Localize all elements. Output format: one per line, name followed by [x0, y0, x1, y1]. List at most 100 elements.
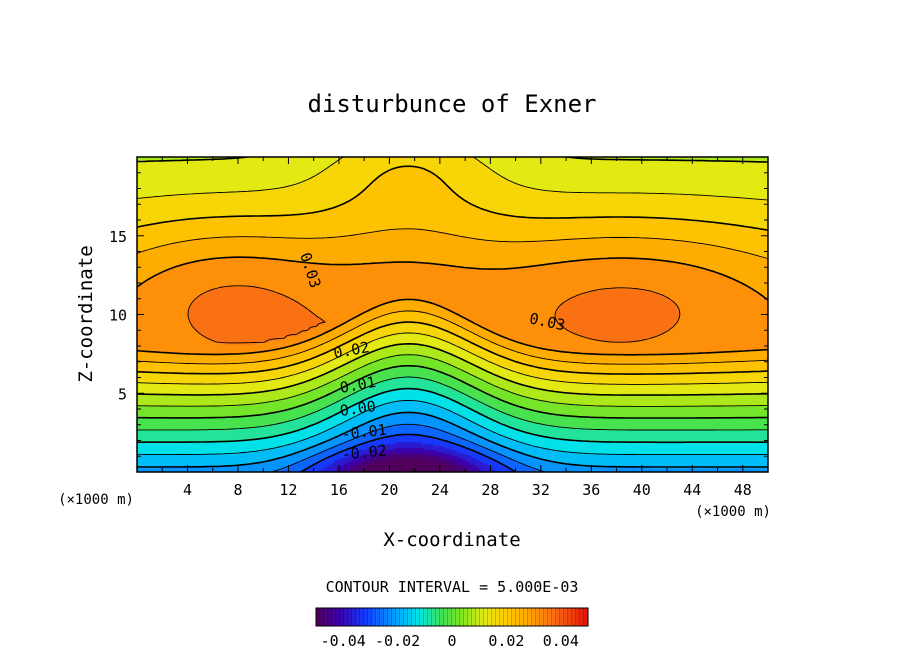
colorbar-swatch [372, 608, 377, 626]
x-axis-ticks: 4 8 12 16 20 24 28 32 36 40 44 48 [161, 157, 752, 499]
colorbar-swatch [524, 608, 529, 626]
contour-line [137, 165, 768, 375]
colorbar-swatch [512, 608, 517, 626]
colorbar-swatch [528, 608, 533, 626]
colorbar-swatch [488, 608, 493, 626]
x-tick-label: 32 [532, 481, 550, 499]
contour-line [137, 399, 768, 456]
colorbar-swatch [336, 608, 341, 626]
chart-title: disturbunce of Exner [308, 90, 597, 118]
colorbar-tick-label: 0 [447, 632, 456, 650]
colorbar-swatch [332, 608, 337, 626]
contour-line [187, 285, 681, 344]
x-units-left: (×1000 m) [58, 492, 134, 508]
colorbar-swatch [448, 608, 453, 626]
x-tick-label: 20 [380, 481, 398, 499]
colorbar-swatch [436, 608, 441, 626]
colorbar-swatch [396, 608, 401, 626]
contour-line [137, 387, 768, 444]
y-tick-label: 5 [118, 385, 127, 403]
x-tick-label: 24 [431, 481, 449, 499]
colorbar-swatch [348, 608, 353, 626]
colorbar-swatch [480, 608, 485, 626]
colorbar-swatch [364, 608, 369, 626]
colorbar-swatch [328, 608, 333, 626]
contour-label: 0.02 [332, 338, 371, 362]
y-tick-label: 15 [109, 228, 127, 246]
colorbar-swatch [516, 608, 521, 626]
colorbar-swatch [460, 608, 465, 626]
colorbar-swatch [400, 608, 405, 626]
colorbar-swatch [564, 608, 569, 626]
contour-label: -0.01 [341, 421, 388, 444]
colorbar-swatch [492, 608, 497, 626]
colorbar-ticks: -0.04 -0.02 0 0.02 0.04 [321, 632, 579, 650]
contour-line [137, 157, 768, 385]
colorbar [316, 608, 589, 626]
colorbar-swatch [444, 608, 449, 626]
colorbar-swatch [548, 608, 553, 626]
colorbar-swatch [356, 608, 361, 626]
contour-label: 0.01 [338, 373, 377, 397]
y-axis-label: Z-coordinate [75, 245, 97, 382]
colorbar-swatch [544, 608, 549, 626]
colorbar-swatch [424, 608, 429, 626]
colorbar-swatch [380, 608, 385, 626]
colorbar-swatch [408, 608, 413, 626]
contour-line [137, 354, 768, 407]
colorbar-swatch [320, 608, 325, 626]
colorbar-swatch [580, 608, 585, 626]
colorbar-swatch [316, 608, 321, 626]
colorbar-swatch [504, 608, 509, 626]
colorbar-swatch [324, 608, 329, 626]
colorbar-swatch [584, 608, 589, 626]
colorbar-swatch [464, 608, 469, 626]
colorbar-swatch [368, 608, 373, 626]
colorbar-swatch [440, 608, 445, 626]
colorbar-swatch [456, 608, 461, 626]
colorbar-swatch [376, 608, 381, 626]
colorbar-swatch [420, 608, 425, 626]
colorbar-swatch [476, 608, 481, 626]
colorbar-swatch [532, 608, 537, 626]
colorbar-tick-label: 0.04 [543, 632, 579, 650]
x-tick-label: 16 [330, 481, 348, 499]
contour-line [137, 256, 768, 356]
contour-interval-text: CONTOUR INTERVAL = 5.000E-03 [326, 578, 579, 596]
colorbar-swatch [468, 608, 473, 626]
colorbar-swatch [392, 608, 397, 626]
colorbar-frame [315, 607, 589, 627]
colorbar-swatch [452, 608, 457, 626]
x-tick-label: 44 [683, 481, 701, 499]
colorbar-swatch [520, 608, 525, 626]
x-tick-label: 28 [481, 481, 499, 499]
contour-label: -0.02 [341, 442, 388, 464]
x-tick-label: 36 [582, 481, 600, 499]
colorbar-swatch [340, 608, 345, 626]
colorbar-swatch [472, 608, 477, 626]
colorbar-swatch [384, 608, 389, 626]
y-axis-ticks: 5 10 15 [109, 172, 768, 457]
colorbar-tick-label: -0.02 [375, 632, 420, 650]
x-tick-label: 40 [633, 481, 651, 499]
colorbar-swatch [412, 608, 417, 626]
x-tick-label: 8 [233, 481, 242, 499]
contour-label: 0.00 [339, 397, 377, 420]
colorbar-swatch [360, 608, 365, 626]
contour-fill [137, 157, 768, 472]
colorbar-tick-label: 0.02 [488, 632, 524, 650]
colorbar-swatch [572, 608, 577, 626]
colorbar-swatch [556, 608, 561, 626]
colorbar-swatch [404, 608, 409, 626]
colorbar-swatch [496, 608, 501, 626]
contour-line [137, 228, 768, 365]
colorbar-swatch [536, 608, 541, 626]
x-units-right: (×1000 m) [695, 504, 771, 520]
x-tick-label: 12 [279, 481, 297, 499]
colorbar-tick-label: -0.04 [321, 632, 366, 650]
colorbar-swatch [568, 608, 573, 626]
colorbar-swatch [388, 608, 393, 626]
contour-line [137, 157, 768, 396]
colorbar-swatch [416, 608, 421, 626]
colorbar-swatch [552, 608, 557, 626]
